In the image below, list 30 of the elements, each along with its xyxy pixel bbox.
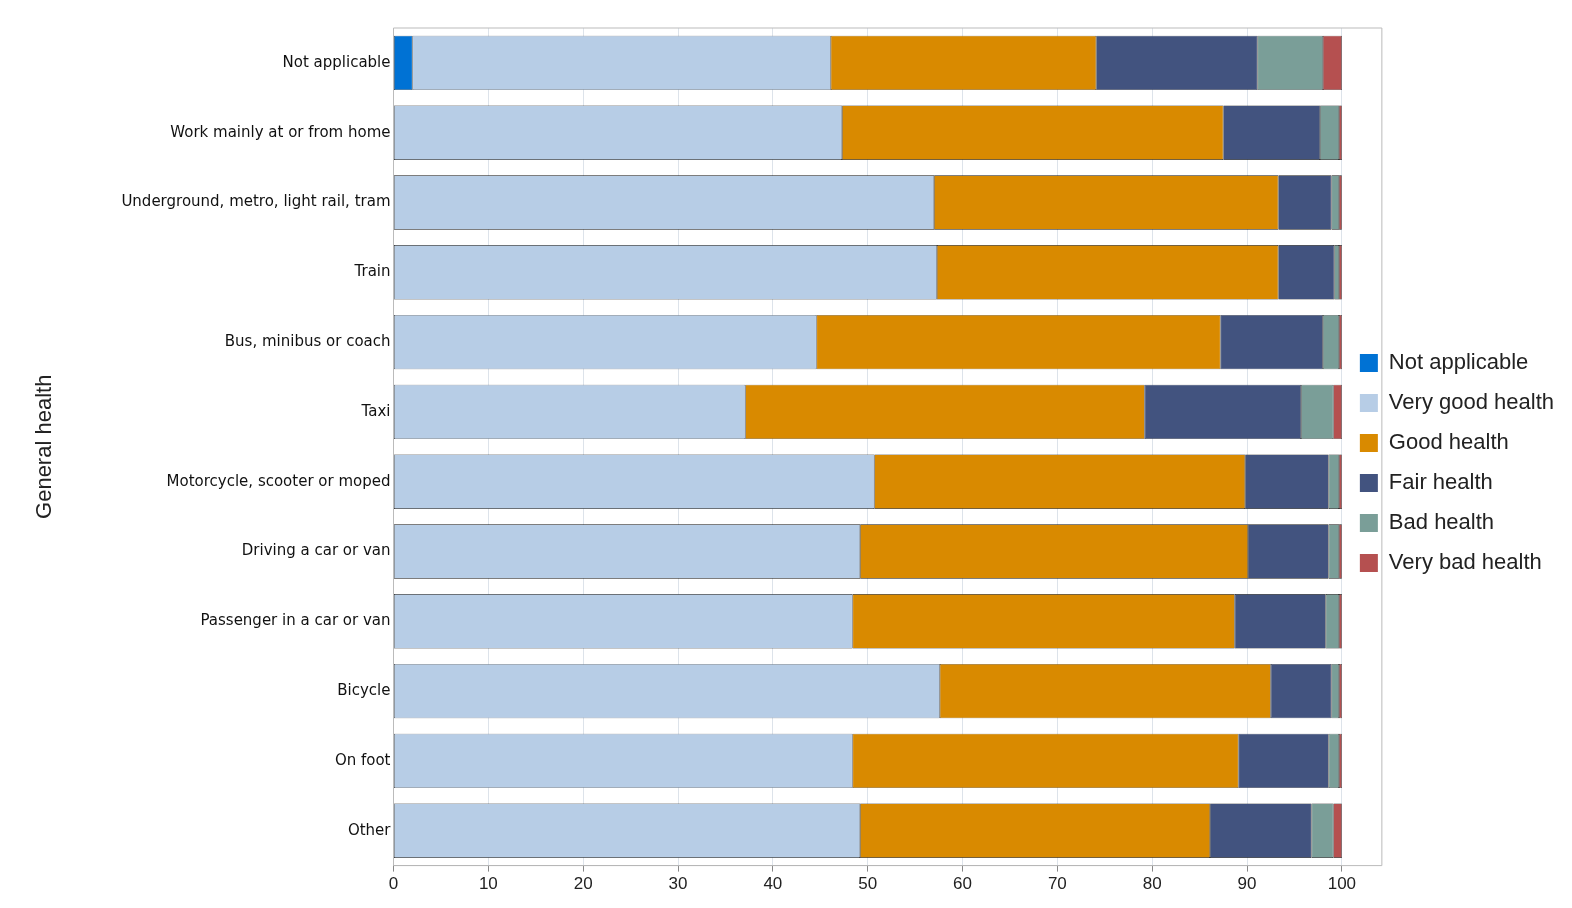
x-tick-label: 80 [1142, 874, 1162, 894]
y-axis-title: General health [31, 374, 57, 519]
x-tick-label: 0 [388, 874, 399, 894]
legend-label: Not applicable [1388, 349, 1529, 375]
legend-label: Good health [1388, 429, 1509, 455]
y-tick-label: Bicycle [337, 680, 391, 699]
legend-label: Bad health [1388, 509, 1495, 535]
x-tick-label: 60 [953, 874, 972, 894]
x-tick-label: 40 [763, 874, 783, 894]
x-tick-label: 30 [668, 874, 688, 894]
legend-label: Very good health [1388, 389, 1555, 415]
x-tick-label: 50 [858, 874, 878, 894]
legend-label: Very bad health [1388, 549, 1542, 575]
legend-label: Fair health [1388, 469, 1493, 495]
x-tick-label: 100 [1327, 874, 1357, 894]
x-tick-label: 10 [478, 874, 498, 894]
y-tick-label: Work mainly at or from home [170, 122, 391, 141]
x-tick-label: 20 [573, 874, 593, 894]
y-tick-label: Train [353, 262, 391, 281]
y-tick-label: Underground, metro, light rail, tram [121, 192, 391, 211]
x-tick-label: 70 [1047, 874, 1067, 894]
y-tick-label: Driving a car or van [241, 541, 391, 560]
y-tick-label: Taxi [360, 401, 391, 420]
y-tick-label: Motorcycle, scooter or moped [166, 471, 391, 490]
y-tick-label: Passenger in a car or van [200, 611, 391, 630]
y-tick-label: Other [347, 820, 392, 839]
y-tick-label: Bus, minibus or coach [224, 331, 391, 350]
y-tick-label: Not applicable [282, 52, 391, 71]
x-tick-label: 90 [1237, 874, 1257, 894]
y-tick-label: On foot [334, 750, 391, 769]
